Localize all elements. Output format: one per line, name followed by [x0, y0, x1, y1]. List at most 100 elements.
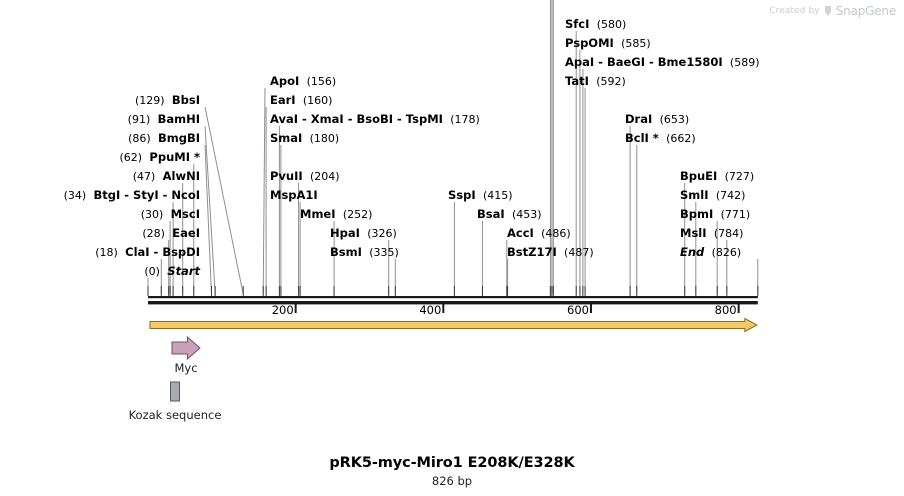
feature-label: Kozak sequence — [128, 408, 222, 422]
enzyme-label: HpaI (326) — [330, 226, 397, 241]
enzyme-label: (28) EaeI — [142, 226, 200, 241]
enzyme-position: (34) — [63, 189, 87, 202]
enzyme-position: (30) — [140, 208, 164, 221]
enzyme-name: AccI — [507, 226, 534, 240]
feature-arrow-myc[interactable] — [171, 335, 201, 361]
enzyme-position: (335) — [369, 246, 399, 259]
enzyme-name: SmlI — [680, 188, 709, 202]
dna-strand-lower — [148, 301, 758, 305]
enzyme-position: (742) — [715, 189, 746, 202]
enzyme-label: (129) BbsI — [134, 93, 200, 108]
enzyme-name: BstZ17I — [507, 245, 557, 259]
enzyme-name: BpuEI — [680, 169, 718, 183]
enzyme-label: SmaI (180) — [270, 131, 340, 146]
enzyme-name: EarI — [270, 93, 296, 107]
title-block: pRK5-myc-Miro1 E208K/E328K 826 bp — [0, 455, 904, 488]
enzyme-label: SfcI (580) — [565, 17, 627, 32]
feature-label: Myc — [174, 361, 198, 375]
enzyme-position: (0) — [144, 265, 160, 278]
enzyme-name: BtgI - StyI - NcoI — [93, 188, 200, 202]
enzyme-name: MspA1I — [270, 188, 318, 202]
credit-prefix-label: Created by — [769, 6, 820, 16]
enzyme-name: MslI — [680, 226, 707, 240]
enzyme-label: EarI (160) — [270, 93, 333, 108]
enzyme-label: MspA1I — [270, 189, 318, 202]
enzyme-label: MslI (784) — [680, 226, 744, 241]
enzyme-position: (18) — [95, 246, 118, 259]
enzyme-position: (826) — [711, 246, 742, 259]
enzyme-position: (487) — [564, 246, 594, 259]
enzyme-name: ApaI - BaeGI - Bme1580I — [565, 55, 723, 69]
axis-tick-label: 400 — [419, 303, 442, 317]
enzyme-name: SfcI — [565, 17, 590, 31]
enzyme-name: MscI — [170, 207, 200, 221]
enzyme-label: AvaI - XmaI - BsoBI - TspMI (178) — [270, 112, 480, 127]
enzyme-label: BclI * (662) — [625, 132, 696, 146]
plasmid-size-label: 826 bp — [431, 474, 473, 488]
enzyme-name: PvuII — [270, 169, 303, 183]
enzyme-name: EaeI — [172, 226, 200, 240]
enzyme-position: (252) — [342, 208, 373, 221]
enzyme-position: (326) — [367, 227, 397, 240]
enzyme-position: (592) — [596, 75, 626, 88]
enzyme-name: BpmI — [680, 207, 714, 221]
enzyme-position: (129) — [134, 94, 165, 107]
enzyme-name: HpaI — [330, 226, 360, 240]
enzyme-name: BsaI — [477, 207, 505, 221]
enzyme-label: TatI (592) — [565, 75, 626, 89]
enzyme-name: BbsI — [171, 93, 200, 107]
snapgene-credit: Created by SnapGene — [769, 4, 896, 18]
enzyme-position: (178) — [450, 113, 480, 126]
axis-tick-label: 200 — [271, 303, 294, 317]
enzyme-position: (589) — [729, 56, 760, 69]
enzyme-position: (160) — [302, 94, 333, 107]
enzyme-position: (91) — [127, 113, 151, 126]
enzyme-position: (180) — [309, 132, 340, 145]
orientation-arrow-icon — [149, 317, 758, 333]
snapgene-logo-icon — [824, 5, 832, 17]
enzyme-name: ClaI - BspDI — [125, 245, 200, 259]
enzyme-label: BpmI (771) — [680, 207, 750, 222]
enzyme-position: (585) — [621, 37, 651, 50]
enzyme-name: BmgBI — [157, 131, 200, 145]
axis-tick-label: 600 — [567, 303, 589, 317]
enzyme-name: AvaI - XmaI - BsoBI - TspMI — [270, 112, 443, 126]
enzyme-label: MmeI (252) — [300, 207, 373, 222]
enzyme-label: End (826) — [680, 246, 742, 260]
enzyme-name: Start — [167, 264, 200, 278]
enzyme-name: SspI — [448, 188, 476, 202]
enzyme-name: MmeI — [300, 207, 336, 221]
enzyme-position: (784) — [713, 227, 744, 240]
enzyme-name: PpuMI * — [149, 150, 200, 164]
enzyme-label: (91) BamHI — [127, 113, 200, 127]
axis-tick-label: 800 — [714, 303, 737, 317]
enzyme-label: (18) ClaI - BspDI — [95, 245, 200, 260]
enzyme-position: (415) — [482, 189, 513, 202]
enzyme-position: (204) — [309, 170, 340, 183]
enzyme-position: (580) — [596, 18, 627, 31]
enzyme-position: (28) — [142, 227, 165, 240]
enzyme-label: BstZ17I (487) — [507, 245, 594, 260]
snapgene-brand-label: SnapGene — [835, 4, 896, 18]
enzyme-label: (47) AlwNI — [132, 169, 200, 184]
enzyme-label: DraI (653) — [625, 113, 689, 127]
enzyme-name: AlwNI — [162, 169, 200, 183]
enzyme-name: ApoI — [270, 74, 300, 88]
enzyme-label: ApoI (156) — [270, 74, 336, 89]
enzyme-label: BsmI (335) — [330, 246, 399, 260]
enzyme-label: (62) PpuMI * — [119, 150, 201, 165]
enzyme-label: PvuII (204) — [270, 169, 340, 184]
enzyme-label: ApaI - BaeGI - Bme1580I (589) — [565, 55, 760, 70]
enzyme-label: (0) Start — [144, 264, 200, 279]
enzyme-position: (62) — [119, 151, 143, 164]
enzyme-label: (34) BtgI - StyI - NcoI — [63, 188, 200, 203]
enzyme-name: SmaI — [270, 131, 303, 145]
enzyme-position: (47) — [132, 170, 156, 183]
enzyme-label-stack: (0) Start (18) ClaI - BspDI (28) EaeI (30) … — [63, 17, 760, 279]
feature-box-kozak[interactable] — [170, 381, 180, 402]
enzyme-position: (486) — [541, 227, 571, 240]
enzyme-label: AccI (486) — [507, 226, 571, 241]
enzyme-label: BsaI (453) — [477, 207, 542, 222]
enzyme-position: (453) — [511, 208, 542, 221]
